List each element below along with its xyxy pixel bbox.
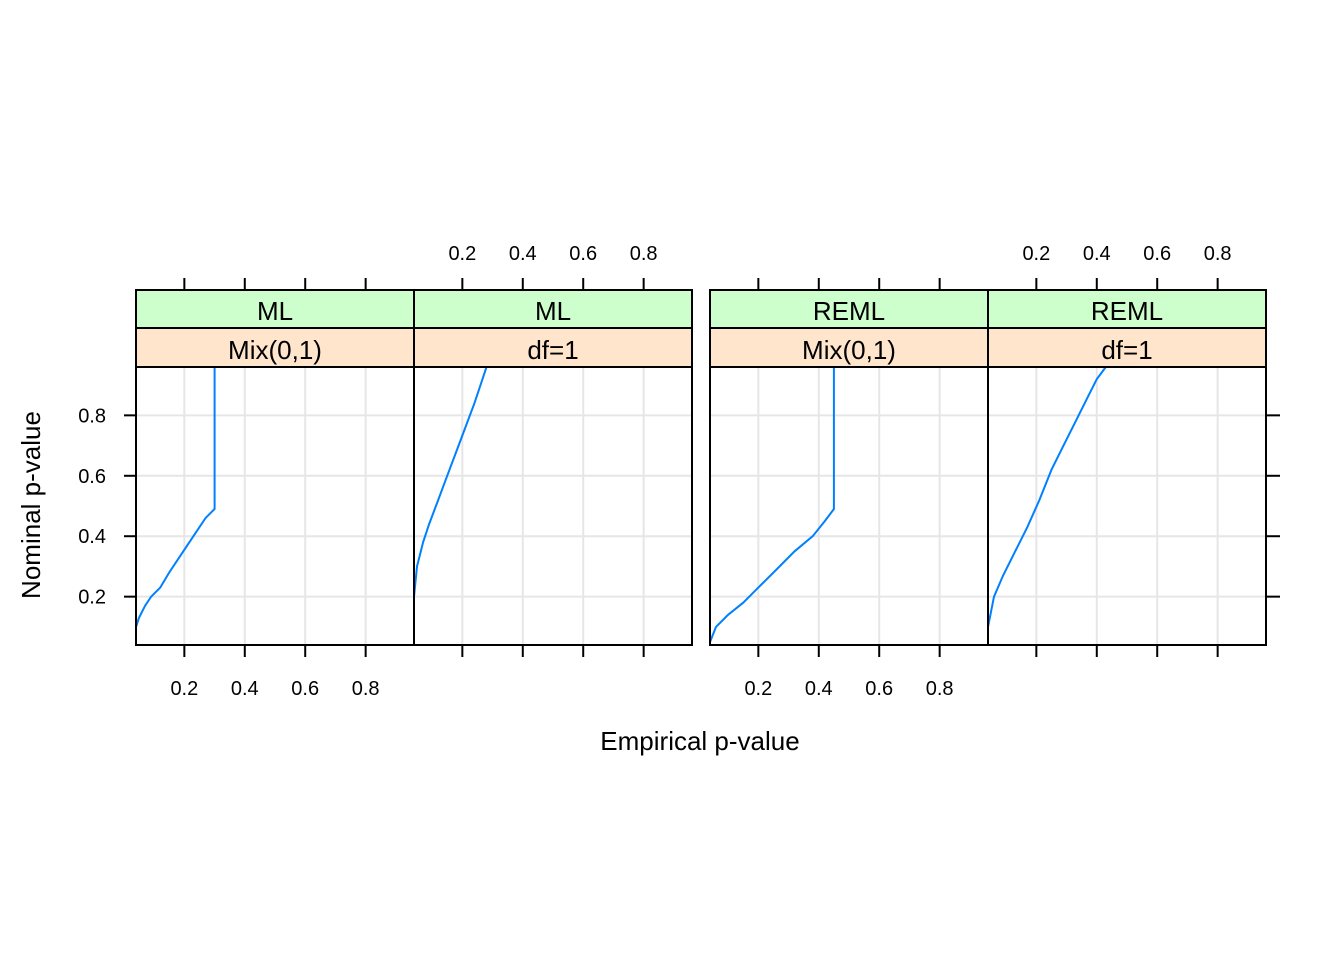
series-line-panel-1 [135,367,216,628]
x-tick-label: 0.6 [569,243,597,265]
series-line-panel-3 [709,367,835,643]
series-line-panel-2 [413,366,488,597]
panel-frame [135,366,415,646]
strip-label-bottom: Mix(0,1) [802,335,896,365]
strip-bottom [987,327,1267,368]
x-tick-label: 0.6 [291,678,319,700]
x-tick-label: 0.8 [630,243,658,265]
x-tick-label: 0.8 [1204,243,1232,265]
panel-frame [987,366,1267,646]
strip-label-top: ML [535,296,571,326]
y-tick-label: 0.2 [78,587,106,609]
line-layer [135,366,1107,643]
x-tick-label: 0.8 [352,678,380,700]
strip-bottom [709,327,989,368]
panel-frame [413,366,693,646]
strip-label-bottom: df=1 [527,335,578,365]
y-tick-label: 0.6 [78,466,106,488]
strip-label-bottom: Mix(0,1) [228,335,322,365]
x-tick-label: 0.4 [231,678,259,700]
panel-frame [709,366,989,646]
x-tick-label: 0.8 [926,678,954,700]
y-axis-title: Nominal p-value [16,411,46,599]
strip-label-top: REML [813,296,885,326]
x-axis-title: Empirical p-value [600,726,799,756]
strip-top [987,289,1267,329]
strip-label-bottom: df=1 [1101,335,1152,365]
x-tick-label: 0.2 [744,678,772,700]
series-line-panel-4 [987,366,1107,628]
strip-label-top: REML [1091,296,1163,326]
x-tick-label: 0.2 [170,678,198,700]
x-tick-label: 0.4 [509,243,537,265]
x-tick-label: 0.6 [865,678,893,700]
grid-layer [136,367,1266,645]
strip-layer: ML Mix(0,1) ML df=1 REML Mix(0,1) REML df=1 [135,289,1267,368]
tick-layer: 0.2 0.4 0.6 0.8 0.2 0.4 0.6 0.8 0.2 0.4 0.6 0.8 0.2 0… [78,243,1280,700]
x-tick-label: 0.6 [1143,243,1171,265]
y-tick-label: 0.4 [78,526,106,548]
x-tick-label: 0.2 [448,243,476,265]
y-tick-label: 0.8 [78,405,106,427]
x-tick-label: 0.2 [1022,243,1050,265]
x-tick-label: 0.4 [1083,243,1111,265]
strip-bottom [413,327,693,368]
x-tick-label: 0.4 [805,678,833,700]
strip-bottom [135,327,415,368]
strip-label-top: ML [257,296,293,326]
strip-top [413,289,693,329]
